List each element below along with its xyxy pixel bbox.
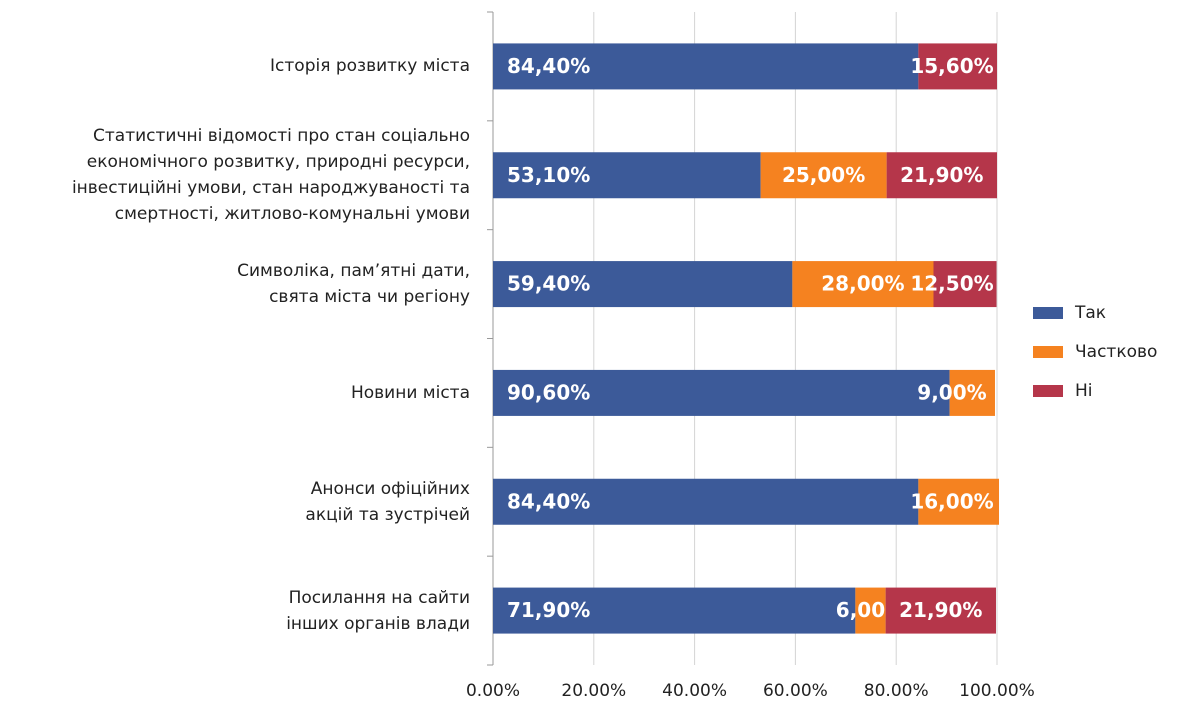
legend-label: Так: [1074, 303, 1106, 323]
x-tick-label: 60.00%: [763, 681, 828, 701]
y-tick-label: Посилання на сайти інших органів влади: [286, 587, 470, 634]
legend-label: Ні: [1075, 381, 1093, 401]
bar-segment: [792, 261, 934, 308]
bar-segment: [493, 261, 793, 308]
data-label: 84,40%: [507, 54, 590, 78]
x-tick-label: 80.00%: [864, 681, 929, 701]
bar-segment: [886, 152, 997, 199]
x-tick-label: 40.00%: [662, 681, 727, 701]
bar-segment: [949, 369, 995, 416]
legend-swatch: [1033, 385, 1063, 397]
bar-segment: [933, 261, 997, 308]
bar-segment: [493, 587, 856, 634]
x-tick-label: 20.00%: [561, 681, 626, 701]
bar-segment: [493, 478, 919, 525]
bar-segment: [855, 587, 886, 634]
data-label: 9,00%: [917, 380, 986, 404]
data-label: 15,60%: [910, 54, 993, 78]
data-label: 71,90%: [507, 598, 590, 622]
data-label: 12,50%: [910, 272, 993, 296]
legend-swatch: [1033, 307, 1063, 319]
data-label: 21,90%: [899, 598, 982, 622]
data-label: 59,40%: [507, 272, 590, 296]
y-tick-label: Символіка, пам’ятні дати, свята міста чи…: [237, 261, 470, 308]
data-label: 16,00%: [910, 489, 993, 513]
data-label: 21,90%: [900, 163, 983, 187]
data-label: 90,60%: [507, 380, 590, 404]
bar-segment: [885, 587, 996, 634]
data-label: 84,40%: [507, 489, 590, 513]
bar-segment: [760, 152, 887, 199]
data-label: 28,00%: [821, 272, 904, 296]
legend-label: Частково: [1075, 342, 1157, 362]
bar-segment: [918, 43, 997, 90]
x-tick-label: 100.00%: [959, 681, 1035, 701]
y-tick-label: Анонси офіційних акцій та зустрічей: [305, 478, 470, 525]
bar-segment: [918, 478, 1000, 525]
data-label: 53,10%: [507, 163, 590, 187]
y-tick-label: Статистичні відомості про стан соціально…: [71, 126, 470, 225]
bar-segment: [493, 152, 761, 199]
data-label: 25,00%: [782, 163, 865, 187]
y-tick-label: Новини міста: [350, 382, 470, 403]
legend-swatch: [1033, 346, 1063, 358]
bar-segment: [493, 369, 950, 416]
bar-segment: [493, 43, 919, 90]
y-tick-label: Історія розвитку міста: [270, 56, 470, 77]
x-tick-label: 0.00%: [466, 681, 520, 701]
